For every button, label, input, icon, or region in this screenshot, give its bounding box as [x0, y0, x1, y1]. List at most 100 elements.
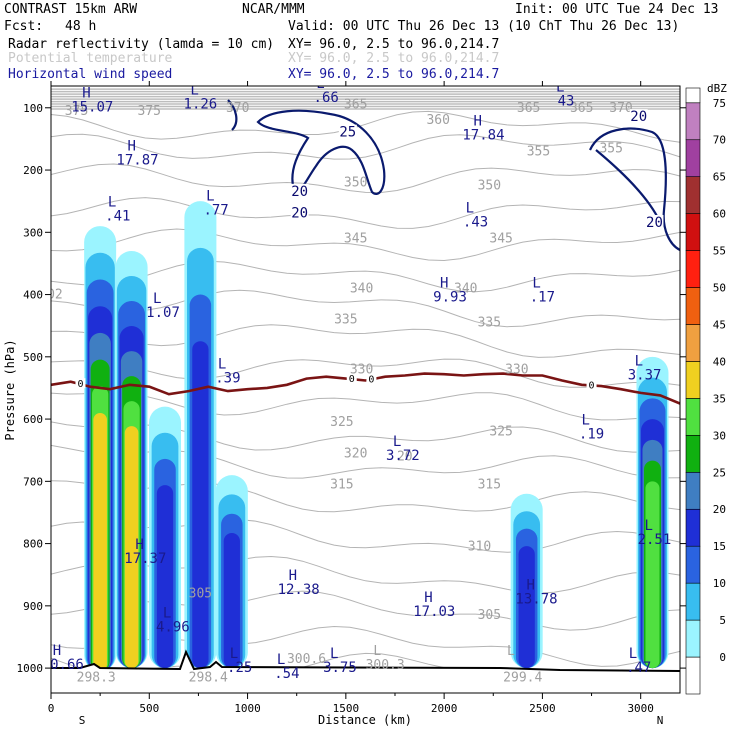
theta-label: 360	[426, 113, 449, 128]
extremum-mark: L	[466, 201, 474, 217]
theta-label: 355	[599, 141, 622, 156]
model-title: CONTRAST 15km ARW	[4, 2, 137, 17]
freezing-label-bg	[346, 373, 357, 384]
extremum-mark: H	[289, 568, 297, 584]
terrain-line	[51, 649, 680, 672]
fcst-label: Fcst:	[4, 19, 43, 34]
colorbar-swatch	[685, 545, 701, 584]
colorbar-swatch	[685, 582, 701, 621]
extremum-value: 9.93	[433, 289, 467, 305]
colorbar-label: 75	[713, 97, 726, 110]
theta-label: 365	[517, 101, 540, 116]
theta-label: 365	[570, 101, 593, 116]
extremum-mark: L	[153, 291, 161, 307]
field-xy-theta: XY= 96.0, 2.5 to 96.0,214.7	[288, 51, 499, 66]
freezing-label: 0	[589, 380, 595, 391]
x-tick-label: 2500	[529, 702, 556, 715]
colorbar-label: 45	[713, 318, 726, 331]
reflectivity-band	[156, 485, 174, 669]
extremum-value: 3.37	[628, 367, 662, 383]
extremum-mark: H	[135, 537, 143, 553]
extremum-mark: L	[108, 195, 116, 211]
colorbar-label: 60	[713, 208, 726, 221]
wind-speed-contours	[227, 99, 680, 251]
colorbar-swatch	[685, 102, 701, 141]
wind-label-bg	[338, 124, 357, 139]
extremum-mark: L	[629, 646, 637, 662]
extremum-mark: H	[527, 577, 535, 593]
reflectivity-cell	[510, 493, 543, 669]
theta-label: 305	[478, 608, 501, 623]
reflectivity-band	[518, 546, 535, 669]
x-tick-label: 1500	[333, 702, 360, 715]
theta-line	[51, 228, 680, 262]
x-start-label: S	[79, 714, 86, 727]
theta-line	[51, 110, 680, 143]
freezing-label: 0	[349, 374, 355, 385]
extremum-value: 43	[558, 93, 575, 109]
reflectivity-cell	[84, 226, 117, 672]
theta-label: 340	[454, 281, 477, 296]
extremum-mark: L	[206, 188, 214, 204]
colorbar-label: 0	[719, 651, 726, 664]
x-tick-label: 2000	[431, 702, 458, 715]
x-tick-label: 500	[139, 702, 159, 715]
colorbar-swatch	[685, 213, 701, 251]
extremum-mark: L	[316, 76, 324, 92]
colorbar-unit: dBZ	[707, 82, 727, 95]
extremum-value: .54	[274, 666, 299, 682]
colorbar-label: 40	[713, 355, 726, 368]
wind-labels: 25 20 20 20 20	[290, 109, 664, 231]
colorbar-swatch	[685, 471, 701, 510]
colorbar-swatch	[685, 139, 701, 177]
colorbar-swatch	[685, 361, 701, 399]
theta-line	[51, 260, 680, 293]
reflectivity-cell	[636, 356, 669, 669]
extremum-mark: L	[277, 652, 285, 668]
wind-contour	[588, 127, 680, 251]
field-name-wind: Horizontal wind speed	[8, 67, 172, 82]
wind-label-bg	[645, 214, 664, 229]
y-tick-label: 600	[23, 413, 43, 426]
y-tick-label: 300	[23, 226, 43, 239]
theta-label: 355	[527, 144, 550, 159]
theta-label: 20	[397, 449, 413, 464]
wind-label: 20	[646, 215, 663, 231]
theta-label: 325	[330, 415, 353, 430]
extremum-value: 17.84	[462, 128, 504, 144]
extremum-mark: L	[190, 82, 198, 98]
theta-line	[51, 392, 680, 421]
valid-time: Valid: 00 UTC Thu 26 Dec 13 (10 ChT Thu …	[288, 19, 679, 34]
colorbar-swatch	[685, 398, 701, 436]
extremum-value: 3.75	[323, 660, 357, 676]
extremum-value: .77	[203, 202, 228, 218]
extremum-mark: H	[440, 275, 448, 291]
wind-label-bg	[629, 109, 648, 124]
extremum-mark: H	[473, 114, 481, 130]
wind-contour	[256, 109, 386, 195]
y-tick-label: 100	[23, 102, 43, 115]
extremum-value: 3.72	[386, 448, 420, 464]
theta-labels: 375 375 370 365 360 365 365 370 355 355 350 350 345 3…	[51, 98, 633, 686]
colorbar-label: 30	[713, 429, 726, 442]
wind-contour	[595, 149, 661, 223]
colorbar-swatch	[685, 435, 701, 473]
extremum-value: 13.78	[515, 591, 557, 607]
wind-label: 20	[630, 109, 647, 125]
colorbar-label: 10	[713, 577, 726, 590]
y-tick-label: 800	[23, 538, 43, 551]
reflectivity-band	[645, 481, 660, 669]
extremum-mark: H	[424, 590, 432, 606]
colorbar-swatch	[685, 324, 701, 362]
wind-label: 20	[291, 184, 308, 200]
reflectivity-cell	[215, 475, 248, 669]
terrain	[51, 649, 680, 693]
theta-marker: L	[507, 644, 515, 659]
colorbar-swatch	[685, 656, 701, 695]
reflectivity-cell	[149, 406, 182, 669]
theta-label: 325	[489, 425, 512, 440]
freezing-label-bg	[75, 378, 86, 389]
theta-line	[51, 133, 680, 160]
wind-contour	[227, 99, 238, 131]
